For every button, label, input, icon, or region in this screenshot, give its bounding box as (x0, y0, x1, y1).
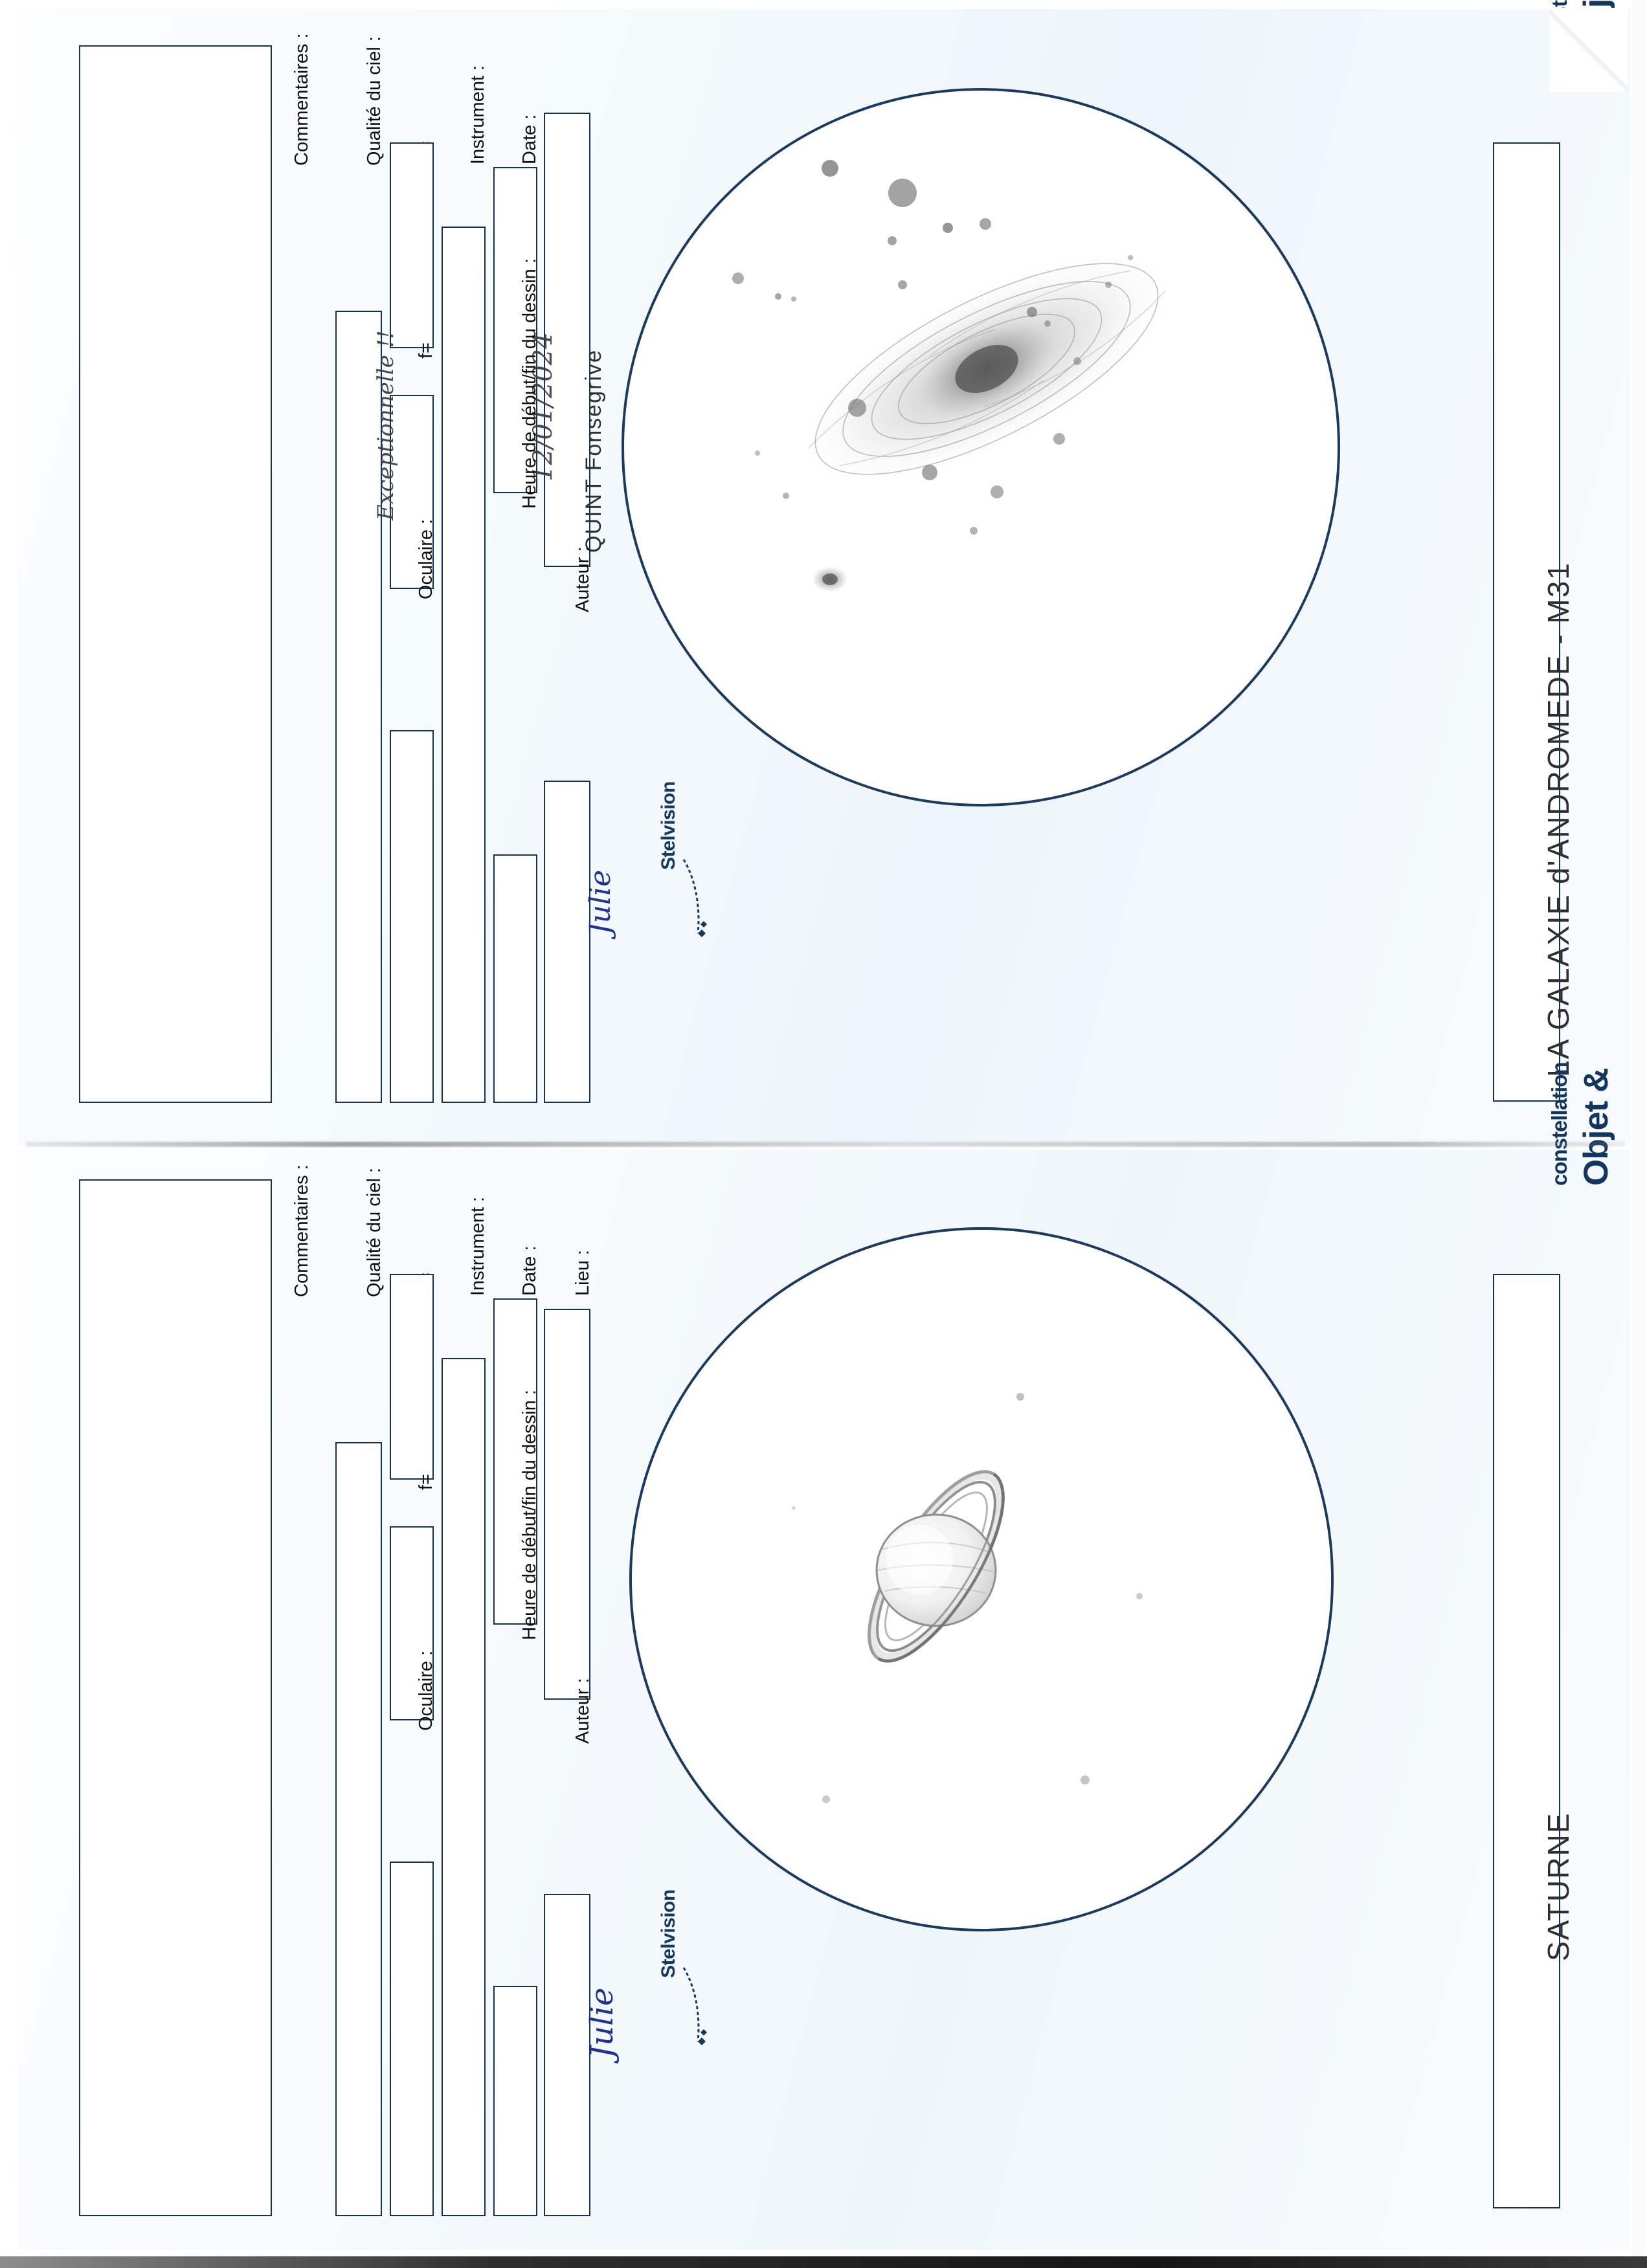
label-commentaires-2: Commentaires : (291, 1164, 312, 1297)
object-title-value-2: SATURNE (1541, 1812, 1575, 1961)
label-instrument-2: Instrument : (467, 1196, 488, 1296)
instrument-field-2[interactable] (442, 1358, 486, 2216)
shooting-star-icon-2 (682, 1967, 707, 2045)
label-oculaire-2: Oculaire : (416, 1650, 436, 1731)
scan-edge-left (0, 0, 17, 2268)
label-lieu-2: Lieu : (572, 1250, 593, 1296)
lieu-field[interactable] (544, 113, 590, 567)
commentaires-field[interactable] (79, 45, 272, 1103)
label-commentaires: Commentaires : (291, 33, 312, 166)
date-field[interactable] (493, 167, 537, 493)
qualite-field-2[interactable] (335, 1442, 382, 2216)
corner-fold (1550, 8, 1628, 92)
label-qualite: Qualité du ciel : (364, 36, 385, 166)
label-focale: f= (416, 342, 436, 359)
auteur-field-2[interactable] (544, 1894, 590, 2216)
stelvision-logo-2: Stelvision (658, 1889, 679, 1978)
stelvision-logo: Stelvision (658, 781, 679, 870)
commentaires-field-2[interactable] (79, 1179, 272, 2216)
observation-circle-andromeda (622, 88, 1340, 806)
label-oculaire: Oculaire : (416, 518, 436, 599)
qualite-field[interactable] (335, 311, 382, 1103)
label-date-2: Date : (519, 1245, 540, 1296)
label-instrument: Instrument : (467, 65, 488, 164)
object-title-value: LA GALAXIE d'ANDROMEDE - M31 (1541, 562, 1575, 1077)
shooting-star-icon (682, 859, 707, 937)
scan-edge-bottom (0, 2256, 1647, 2268)
observation-form-andromeda: Objet & constellation LA GALAXIE d'ANDRO… (39, 0, 1615, 1129)
label-date: Date : (519, 114, 540, 164)
focale-field[interactable] (390, 395, 434, 589)
date-field-2[interactable] (493, 1298, 537, 1625)
object-title-field[interactable] (1493, 142, 1560, 1102)
lieu-field-2[interactable] (544, 1309, 590, 1700)
instrument-field[interactable] (442, 227, 486, 1103)
diametre-field[interactable] (390, 142, 434, 348)
heure-field[interactable] (493, 854, 537, 1103)
label-heure: Heure de début/fin du dessin : (519, 258, 540, 509)
page-seam (26, 1142, 1625, 1147)
lieu-value: QUINT Fonsegrive (581, 349, 606, 553)
oculaire-field[interactable] (390, 730, 434, 1103)
galaxy-sketch-svg (732, 160, 1169, 592)
observation-circle-saturn (629, 1227, 1334, 1931)
diametre-field-2[interactable] (390, 1274, 434, 1480)
scan-edge-right (1633, 0, 1647, 2268)
label-auteur-2: Auteur : (572, 1678, 593, 1744)
label-qualite-2: Qualité du ciel : (364, 1168, 385, 1297)
drawing-saturn (632, 1230, 1331, 1929)
auteur-field[interactable] (544, 781, 590, 1103)
observation-form-saturn: Objet & constellation SATURNE (39, 1062, 1615, 2240)
auteur-value-2: Julie (584, 1987, 620, 2058)
label-heure-2: Heure de début/fin du dessin : (519, 1390, 540, 1640)
label-focale-2: f= (416, 1474, 436, 1490)
label-auteur: Auteur : (572, 546, 593, 612)
oculaire-field-2[interactable] (390, 1862, 434, 2216)
saturn-sketch-svg (792, 1393, 1143, 1803)
brand-line1-2: Objet & (1577, 1068, 1615, 1186)
focale-field-2[interactable] (390, 1526, 434, 1720)
brand-line2-2: constellation (1547, 1062, 1571, 1186)
object-title-field-2[interactable] (1493, 1274, 1560, 2208)
drawing-andromeda (624, 91, 1338, 804)
auteur-value: Julie (584, 869, 617, 935)
heure-field-2[interactable] (493, 1986, 537, 2216)
qualite-value: Exceptionnelle !! (373, 330, 399, 520)
